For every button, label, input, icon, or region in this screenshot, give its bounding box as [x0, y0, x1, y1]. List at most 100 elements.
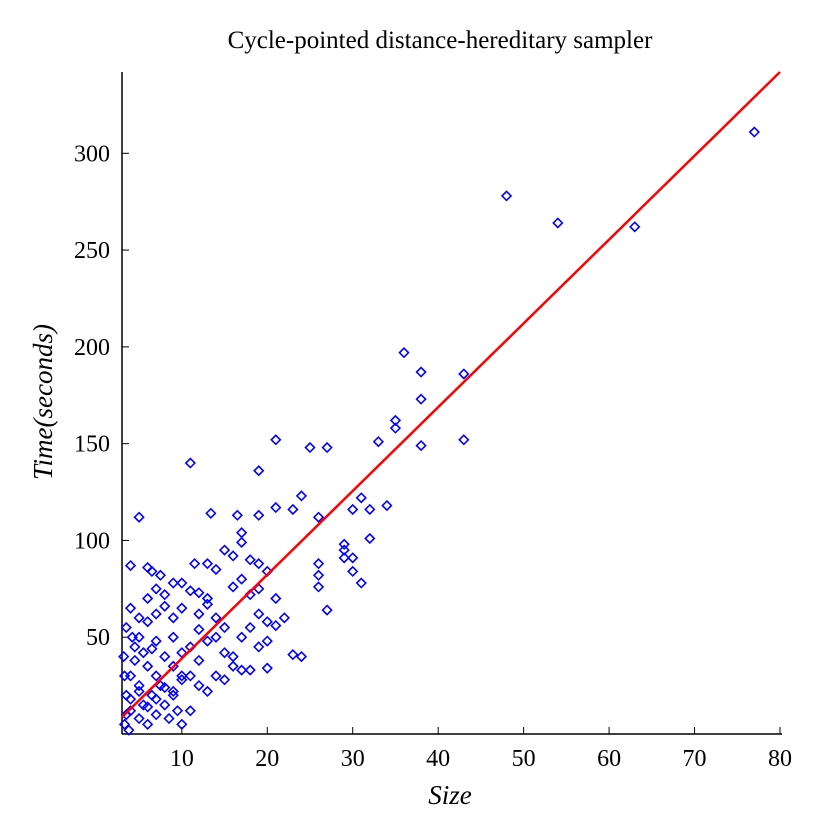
scatter-point: [278, 612, 290, 624]
scatter-point: [364, 503, 376, 516]
scatter-point: [126, 631, 138, 643]
scatter-point: [124, 559, 137, 572]
y-tick-label: 250: [74, 238, 110, 264]
x-axis-label: Size: [428, 780, 472, 810]
scatter-point: [338, 544, 350, 556]
scatter-point: [748, 126, 760, 138]
scatter-point: [227, 581, 239, 593]
scatter-point: [295, 650, 308, 663]
scatter-point: [167, 685, 179, 698]
scatter-point: [270, 501, 282, 514]
x-tick-label: 70: [683, 746, 707, 772]
scatter-point: [142, 718, 154, 730]
scatter-point: [205, 507, 217, 519]
scatter-point: [150, 670, 162, 682]
scatter-point: [552, 217, 564, 229]
scatter-point: [201, 592, 214, 605]
scatter-point: [150, 693, 162, 705]
scatter-point: [270, 619, 282, 632]
scatter-point: [193, 654, 205, 667]
scatter-point: [129, 641, 141, 653]
scatter-point: [629, 221, 641, 233]
scatter-point: [193, 623, 205, 636]
scatter-point: [154, 569, 167, 581]
scatter-point: [347, 565, 359, 578]
scatter-point: [270, 434, 282, 446]
scatter-point: [210, 612, 222, 624]
scatter-point: [236, 664, 248, 676]
scatter-point: [124, 602, 137, 614]
scatter-point: [398, 347, 410, 359]
scatter-point: [120, 621, 132, 634]
scatter-point: [201, 635, 214, 647]
scatter-point: [458, 434, 470, 446]
scatter-point: [261, 662, 273, 674]
scatter-point: [312, 569, 325, 581]
scatter-point: [338, 552, 350, 564]
scatter-point: [184, 705, 196, 717]
scatter-point: [176, 718, 188, 730]
scatter-point: [133, 511, 145, 523]
scatter-point: [227, 650, 239, 663]
scatter-point: [253, 509, 265, 521]
scatter-point: [159, 589, 171, 601]
scatter-point: [118, 650, 130, 663]
scatter-point: [295, 490, 308, 502]
scatter-point: [201, 558, 214, 570]
scatter-point: [159, 600, 171, 612]
scatter-point: [150, 583, 162, 595]
scatter-point: [415, 393, 427, 405]
scatter-point: [129, 654, 141, 667]
scatter-point: [193, 587, 205, 599]
scatter-point: [171, 705, 184, 717]
y-tick-label: 100: [74, 528, 110, 554]
scatter-point: [120, 709, 132, 721]
scatter-point: [287, 649, 299, 661]
x-tick-label: 40: [426, 746, 450, 772]
scatter-point: [236, 631, 248, 643]
scatter-point: [218, 621, 231, 634]
scatter-point: [167, 612, 179, 624]
scatter-point: [124, 693, 137, 705]
scatter-point: [184, 670, 196, 682]
x-tick-label: 60: [597, 746, 621, 772]
scatter-point: [133, 685, 145, 698]
scatter-point: [253, 465, 265, 477]
scatter-point: [123, 724, 135, 736]
scatter-point: [133, 712, 145, 725]
scatter-point: [270, 592, 282, 605]
y-tick-label: 300: [74, 141, 110, 167]
scatter-point: [253, 608, 265, 620]
scatter-point: [163, 712, 175, 725]
scatter-point: [118, 670, 131, 682]
scatter-point: [210, 670, 222, 682]
scatter-point: [231, 509, 243, 521]
scatter-point: [347, 552, 359, 564]
y-tick-label: 50: [86, 625, 110, 651]
scatter-point: [150, 608, 162, 620]
scatter-point: [244, 664, 256, 676]
scatter-point: [321, 441, 333, 454]
scatter-point: [210, 563, 222, 576]
scatter-point: [193, 679, 205, 692]
x-tick-label: 20: [255, 746, 279, 772]
scatter-point: [142, 701, 154, 713]
scatter-point: [218, 544, 231, 556]
scatter-point: [150, 709, 162, 721]
scatter-point: [150, 635, 162, 647]
fit-line: [121, 71, 781, 719]
scatter-point: [415, 439, 427, 452]
scatter-point: [236, 573, 248, 585]
scatter-point: [176, 577, 188, 589]
scatter-point: [227, 550, 239, 562]
scatter-point: [338, 538, 350, 550]
scatter-point: [142, 660, 154, 672]
scatter-point: [500, 190, 513, 202]
scatter-point: [287, 503, 299, 516]
scatter-point: [321, 604, 333, 616]
x-tick-label: 80: [768, 746, 792, 772]
scatter-point: [347, 503, 359, 516]
scatter-point: [137, 647, 149, 659]
scatter-point: [236, 536, 248, 548]
